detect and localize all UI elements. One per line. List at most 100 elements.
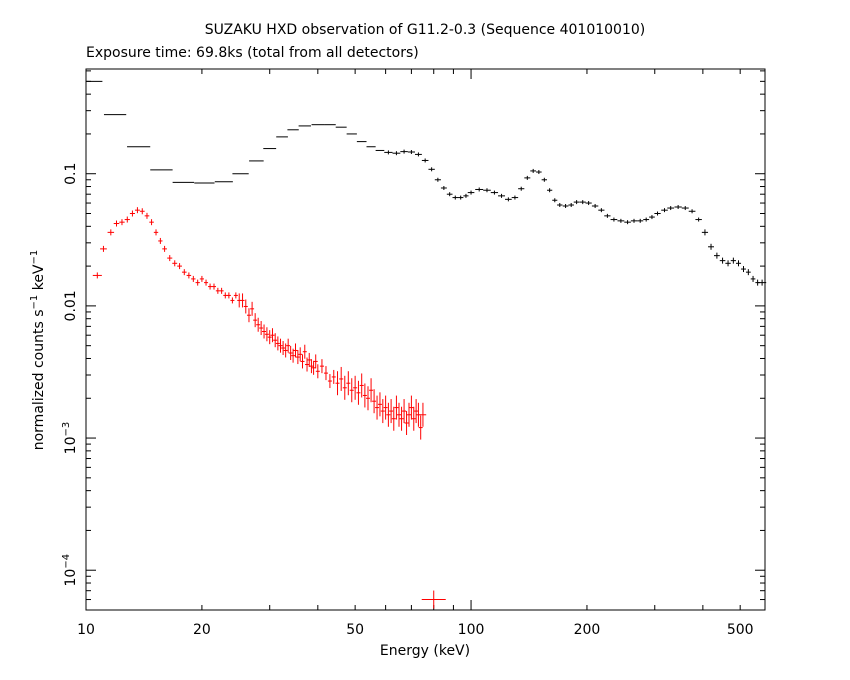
data-point bbox=[256, 317, 261, 332]
data-point bbox=[386, 402, 391, 427]
data-point bbox=[624, 220, 631, 225]
data-point bbox=[158, 237, 163, 244]
data-point bbox=[309, 359, 314, 374]
x-tick-label: 200 bbox=[574, 622, 601, 638]
data-point bbox=[585, 201, 592, 206]
plot-frame bbox=[85, 68, 766, 611]
data-point bbox=[505, 197, 512, 202]
data-point bbox=[674, 205, 682, 210]
data-point bbox=[288, 346, 293, 361]
data-point bbox=[219, 287, 224, 294]
data-point bbox=[323, 366, 328, 381]
data-point bbox=[377, 392, 382, 417]
data-point bbox=[400, 149, 408, 154]
data-point bbox=[153, 229, 159, 236]
data-point bbox=[380, 399, 385, 424]
data-point bbox=[446, 192, 453, 197]
data-point bbox=[372, 389, 377, 414]
data-point bbox=[226, 292, 231, 299]
data-point bbox=[339, 366, 344, 391]
data-point bbox=[313, 354, 318, 369]
data-point bbox=[735, 260, 742, 267]
data-point bbox=[617, 218, 625, 223]
data-point bbox=[383, 395, 388, 420]
data-point bbox=[757, 279, 767, 286]
data-point bbox=[434, 177, 441, 182]
data-point bbox=[637, 218, 644, 223]
data-point bbox=[681, 206, 689, 211]
data-point bbox=[273, 333, 278, 348]
data-point bbox=[649, 215, 655, 220]
data-point bbox=[199, 275, 205, 282]
data-point bbox=[293, 343, 298, 358]
data-point bbox=[267, 330, 272, 345]
data-point bbox=[750, 275, 756, 282]
x-axis-label: Energy (keV) bbox=[380, 643, 470, 659]
data-point bbox=[139, 208, 145, 215]
data-point bbox=[463, 193, 469, 198]
data-point bbox=[300, 354, 305, 369]
chart-subtitle: Exposure time: 69.8ks (total from all de… bbox=[86, 45, 419, 61]
data-point bbox=[278, 338, 283, 353]
data-point bbox=[630, 218, 638, 223]
data-point bbox=[291, 348, 296, 363]
data-point bbox=[419, 402, 427, 427]
data-point bbox=[530, 168, 537, 173]
data-point bbox=[562, 203, 569, 208]
data-point bbox=[598, 208, 605, 213]
data-point bbox=[259, 321, 264, 336]
axis-ticks bbox=[85, 69, 765, 611]
data-point bbox=[421, 158, 429, 163]
data-point bbox=[346, 371, 351, 396]
data-point bbox=[253, 313, 258, 328]
data-point bbox=[215, 287, 220, 294]
data-point bbox=[610, 217, 618, 222]
x-tick-label: 500 bbox=[727, 622, 754, 638]
data-point bbox=[392, 151, 401, 156]
data-point bbox=[719, 257, 726, 264]
data-point bbox=[92, 272, 102, 279]
data-point bbox=[359, 373, 364, 398]
data-point bbox=[409, 395, 414, 420]
chart-title: SUZAKU HXD observation of G11.2-0.3 (Seq… bbox=[204, 22, 646, 38]
data-point bbox=[181, 269, 187, 276]
data-point bbox=[714, 252, 720, 259]
data-point bbox=[440, 185, 447, 190]
data-point bbox=[311, 360, 316, 375]
data-point bbox=[654, 211, 661, 216]
data-point bbox=[167, 255, 173, 262]
data-point bbox=[129, 210, 135, 217]
data-point bbox=[315, 364, 320, 379]
data-point bbox=[407, 150, 415, 155]
data-point bbox=[518, 186, 525, 191]
data-point bbox=[208, 283, 213, 290]
data-point bbox=[725, 260, 731, 267]
x-tick-label: 20 bbox=[193, 622, 211, 638]
series-1 bbox=[92, 207, 446, 609]
data-point bbox=[186, 272, 192, 279]
data-point bbox=[701, 229, 709, 236]
data-point bbox=[452, 195, 459, 200]
data-point bbox=[264, 327, 269, 342]
data-point bbox=[191, 275, 196, 282]
data-point bbox=[591, 203, 599, 208]
data-point bbox=[270, 328, 275, 343]
data-point bbox=[100, 245, 107, 252]
data-point bbox=[467, 190, 475, 195]
data-point bbox=[369, 378, 374, 403]
data-point bbox=[411, 406, 416, 431]
data-point bbox=[483, 188, 491, 193]
data-point bbox=[568, 202, 574, 207]
data-point bbox=[353, 375, 358, 400]
data-point bbox=[262, 324, 267, 339]
data-point bbox=[541, 177, 548, 182]
data-point bbox=[421, 590, 446, 609]
x-tick-label: 100 bbox=[458, 622, 485, 638]
data-point bbox=[195, 279, 200, 286]
data-point bbox=[414, 399, 419, 424]
data-point bbox=[375, 395, 380, 420]
data-point bbox=[384, 150, 393, 155]
data-point bbox=[362, 383, 367, 408]
data-point bbox=[203, 279, 209, 286]
